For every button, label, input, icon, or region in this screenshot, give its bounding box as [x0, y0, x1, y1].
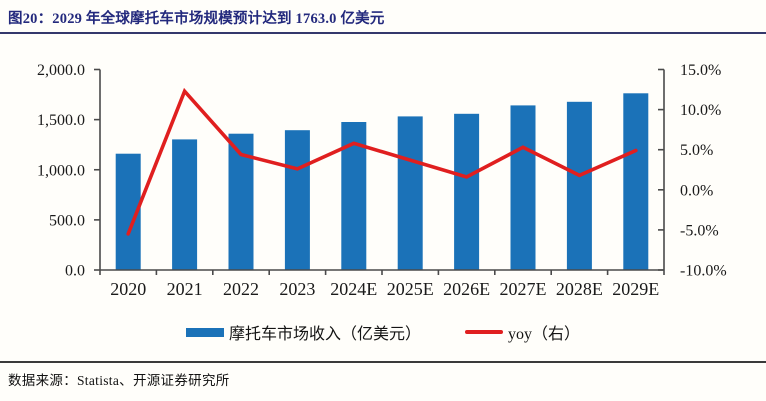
right-axis-tick-label: 0.0% — [680, 182, 713, 199]
footer-divider — [0, 361, 766, 363]
left-axis-tick-label: 0.0 — [65, 263, 85, 280]
right-axis-tick-label: 10.0% — [680, 102, 721, 119]
x-axis-tick-label: 2021 — [167, 279, 203, 299]
revenue-bar — [510, 105, 536, 271]
right-axis-tick-label: 5.0% — [680, 142, 713, 159]
x-axis-tick-label: 2025E — [387, 279, 434, 299]
title-divider — [0, 32, 766, 34]
bar-swatch-icon — [185, 327, 224, 337]
revenue-bar — [284, 130, 310, 270]
left-axis-tick-label: 500.0 — [49, 212, 85, 229]
legend-item-yoy: yoy（右） — [465, 320, 580, 344]
x-axis-tick-label: 2029E — [612, 279, 659, 299]
x-axis-tick-label: 2026E — [443, 279, 490, 299]
x-axis-tick-label: 2024E — [330, 279, 377, 299]
market-chart-svg: 0.0 500.0 1,000.0 1,500.0 2,000.0 -10.0% -5.0%… — [37, 62, 727, 299]
data-source-note: 数据来源：Statista、开源证券研究所 — [8, 373, 230, 388]
revenue-bar — [172, 139, 198, 270]
revenue-bar — [566, 101, 592, 270]
legend-label-yoy: yoy（右） — [508, 326, 581, 343]
left-axis-tick-label: 2,000.0 — [37, 62, 85, 79]
page-title: 图20：2029 年全球摩托车市场规模预计达到 1763.0 亿美元 — [8, 11, 385, 27]
yoy-line — [126, 87, 638, 236]
x-axis-tick-label: 2020 — [110, 279, 146, 299]
legend-label-revenue: 摩托车市场收入（亿美元） — [228, 326, 421, 343]
revenue-bar — [397, 116, 423, 271]
revenue-bar — [623, 93, 649, 270]
right-axis-tick-label: 15.0% — [680, 62, 721, 79]
left-axis-tick-label: 1,000.0 — [37, 162, 85, 179]
line-swatch-icon — [465, 330, 503, 334]
x-axis-tick-label: 2027E — [500, 279, 547, 299]
chart-legend: 摩托车市场收入（亿美元） yoy（右） — [0, 320, 766, 344]
revenue-bar — [454, 113, 480, 270]
right-axis-tick-label: -5.0% — [680, 222, 719, 239]
legend-item-revenue: 摩托车市场收入（亿美元） — [185, 320, 421, 344]
x-axis-tick-label: 2022 — [223, 279, 259, 299]
right-axis-tick-label: -10.0% — [680, 263, 727, 280]
x-axis-tick-label: 2028E — [556, 279, 603, 299]
x-axis-tick-label: 2023 — [279, 279, 315, 299]
left-axis-tick-label: 1,500.0 — [37, 112, 85, 129]
